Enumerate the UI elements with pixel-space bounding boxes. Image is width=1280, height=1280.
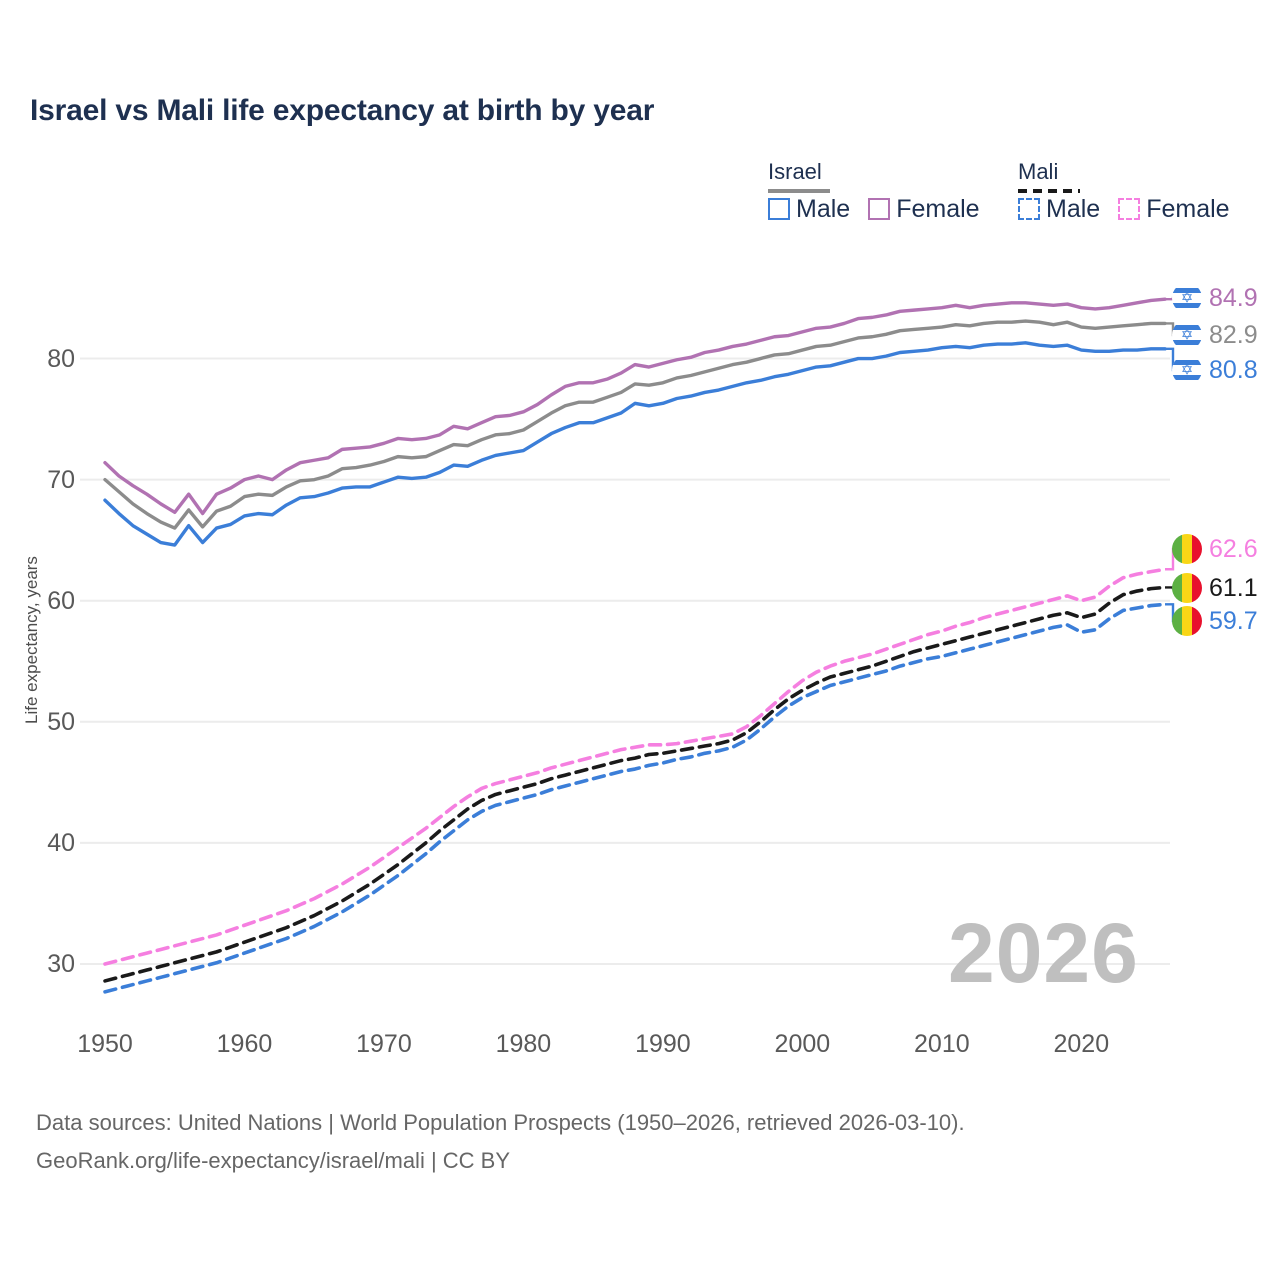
- legend-item-mali-male[interactable]: Male: [1018, 196, 1100, 222]
- series-line-mali-female: [103, 567, 1167, 966]
- year-watermark: 2026: [948, 906, 1139, 1000]
- series-line-mali-male: [103, 602, 1167, 994]
- series-line-mali-total: [103, 585, 1167, 983]
- mali-flag-icon: [1172, 573, 1202, 603]
- legend-swatch-mali-male-icon: [1018, 198, 1040, 220]
- israel-flag-icon: ✡: [1172, 283, 1202, 313]
- end-label: ✡ 84.9: [1172, 283, 1258, 313]
- series-line-israel-total: [103, 319, 1167, 530]
- star-of-david-icon: ✡: [1180, 289, 1194, 307]
- legend-country-israel: Israel: [768, 159, 822, 184]
- footer-credits: Data sources: United Nations | World Pop…: [36, 1104, 965, 1180]
- y-tick-label: 30: [47, 949, 75, 978]
- x-tick-label: 2010: [914, 1030, 970, 1058]
- legend-item-mali-female[interactable]: Female: [1118, 195, 1230, 223]
- legend-label-mali-male: Male: [1046, 195, 1101, 223]
- footer-line-sources: Data sources: United Nations | World Pop…: [36, 1110, 965, 1135]
- legend-item-israel-female[interactable]: Female: [868, 195, 980, 223]
- y-tick-label: 50: [47, 707, 75, 736]
- legend-country-mali: Mali: [1018, 159, 1059, 184]
- end-label: 59.7: [1172, 606, 1258, 636]
- end-label: ✡ 82.9: [1172, 320, 1258, 350]
- legend-group-israel: Israel Male Female: [768, 159, 980, 222]
- end-label-value: 80.8: [1209, 356, 1258, 384]
- page-title: Israel vs Mali life expectancy at birth …: [30, 94, 655, 127]
- y-tick-label: 60: [47, 586, 75, 615]
- x-tick-label: 2020: [1053, 1030, 1110, 1058]
- legend-rule-mali: [1018, 189, 1080, 193]
- series-line-israel-female: [103, 297, 1167, 516]
- legend-swatch-israel-female-icon: [868, 198, 891, 220]
- end-label-value: 62.6: [1209, 535, 1258, 563]
- end-label: ✡ 80.8: [1172, 355, 1258, 385]
- end-label-value: 84.9: [1209, 284, 1258, 312]
- y-tick-label: 80: [47, 344, 75, 373]
- end-label: 61.1: [1172, 573, 1258, 603]
- x-tick-label: 1970: [356, 1030, 412, 1058]
- legend-swatch-israel-male-icon: [768, 198, 790, 220]
- end-label: 62.6: [1172, 534, 1258, 564]
- star-of-david-icon: ✡: [1180, 361, 1194, 379]
- mali-flag-icon: [1172, 534, 1202, 564]
- end-label-value: 82.9: [1209, 321, 1258, 349]
- x-tick-label: 1960: [216, 1030, 273, 1058]
- legend-group-mali: Mali Male Female: [1018, 159, 1230, 222]
- x-tick-label: 2000: [774, 1030, 831, 1058]
- legend-label-mali-female: Female: [1146, 195, 1230, 223]
- y-tick-label: 40: [47, 828, 75, 857]
- israel-flag-icon: ✡: [1172, 320, 1202, 350]
- x-tick-label: 1990: [635, 1030, 691, 1058]
- israel-flag-icon: ✡: [1172, 355, 1202, 385]
- end-label-value: 61.1: [1209, 574, 1258, 602]
- chart-legend: Israel Male Female Mali Male: [760, 160, 1260, 240]
- x-tick-label: 1980: [495, 1030, 552, 1058]
- y-tick-label: 70: [47, 465, 75, 494]
- legend-item-israel-male[interactable]: Male: [768, 196, 850, 222]
- legend-rule-israel: [768, 189, 830, 193]
- legend-label-israel-female: Female: [896, 195, 980, 223]
- end-label-value: 59.7: [1209, 607, 1258, 635]
- footer-line-url: GeoRank.org/life-expectancy/israel/mali …: [36, 1148, 511, 1173]
- legend-swatch-mali-female-icon: [1118, 198, 1141, 220]
- x-tick-label: 1950: [77, 1030, 133, 1058]
- star-of-david-icon: ✡: [1180, 326, 1194, 344]
- legend-label-israel-male: Male: [796, 195, 851, 223]
- series-line-israel-male: [103, 341, 1167, 547]
- mali-flag-icon: [1172, 606, 1202, 636]
